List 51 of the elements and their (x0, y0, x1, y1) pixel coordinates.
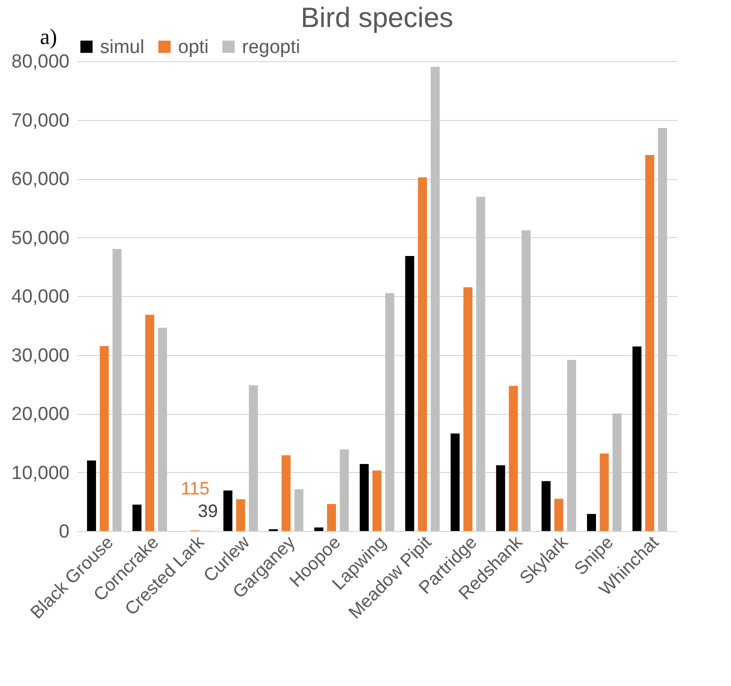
y-tick-label: 40,000 (11, 286, 70, 308)
text: a) (40, 24, 58, 50)
y-tick-label: 20,000 (11, 404, 70, 425)
y-tick-label: 80,000 (11, 52, 70, 72)
legend-label: simul (100, 36, 144, 58)
bar (567, 360, 576, 531)
bar (314, 527, 324, 531)
bar (405, 256, 414, 531)
bar (476, 196, 486, 531)
bar (145, 314, 154, 531)
bar (248, 385, 258, 531)
bar (100, 346, 109, 531)
bar (360, 464, 369, 531)
y-tick-label: 50,000 (11, 228, 70, 249)
bar (236, 499, 246, 531)
bar (600, 453, 609, 531)
legend-label: opti (178, 36, 209, 58)
bar (658, 128, 667, 531)
bar (612, 414, 622, 531)
bar (158, 328, 167, 531)
bar (327, 504, 336, 531)
bar (223, 490, 232, 531)
bar (542, 481, 551, 531)
bar (496, 465, 506, 531)
bar (112, 249, 122, 531)
bar (294, 489, 304, 531)
bar (132, 504, 142, 531)
y-tick-label: 0 (58, 522, 70, 542)
bar (645, 155, 654, 531)
data-label: 39 (198, 500, 218, 521)
chart-title: Bird species (300, 2, 454, 33)
bar (340, 449, 349, 531)
bar (522, 230, 531, 531)
bar (632, 346, 642, 531)
y-tick-label: 60,000 (11, 169, 70, 190)
bar (385, 293, 394, 531)
bar (87, 460, 96, 531)
bar (282, 455, 291, 531)
bar (418, 177, 427, 531)
y-tick-label: 70,000 (11, 110, 70, 132)
y-tick-label: 30,000 (11, 345, 70, 366)
y-tick-label: 10,000 (11, 462, 70, 484)
bar (508, 386, 518, 531)
bar (554, 498, 564, 531)
bar (430, 66, 440, 531)
bar (372, 470, 382, 531)
bar (450, 433, 460, 531)
legend-label: regopti (242, 36, 300, 58)
bar (463, 287, 472, 531)
bar (587, 514, 596, 531)
data-label: 115 (180, 478, 210, 498)
